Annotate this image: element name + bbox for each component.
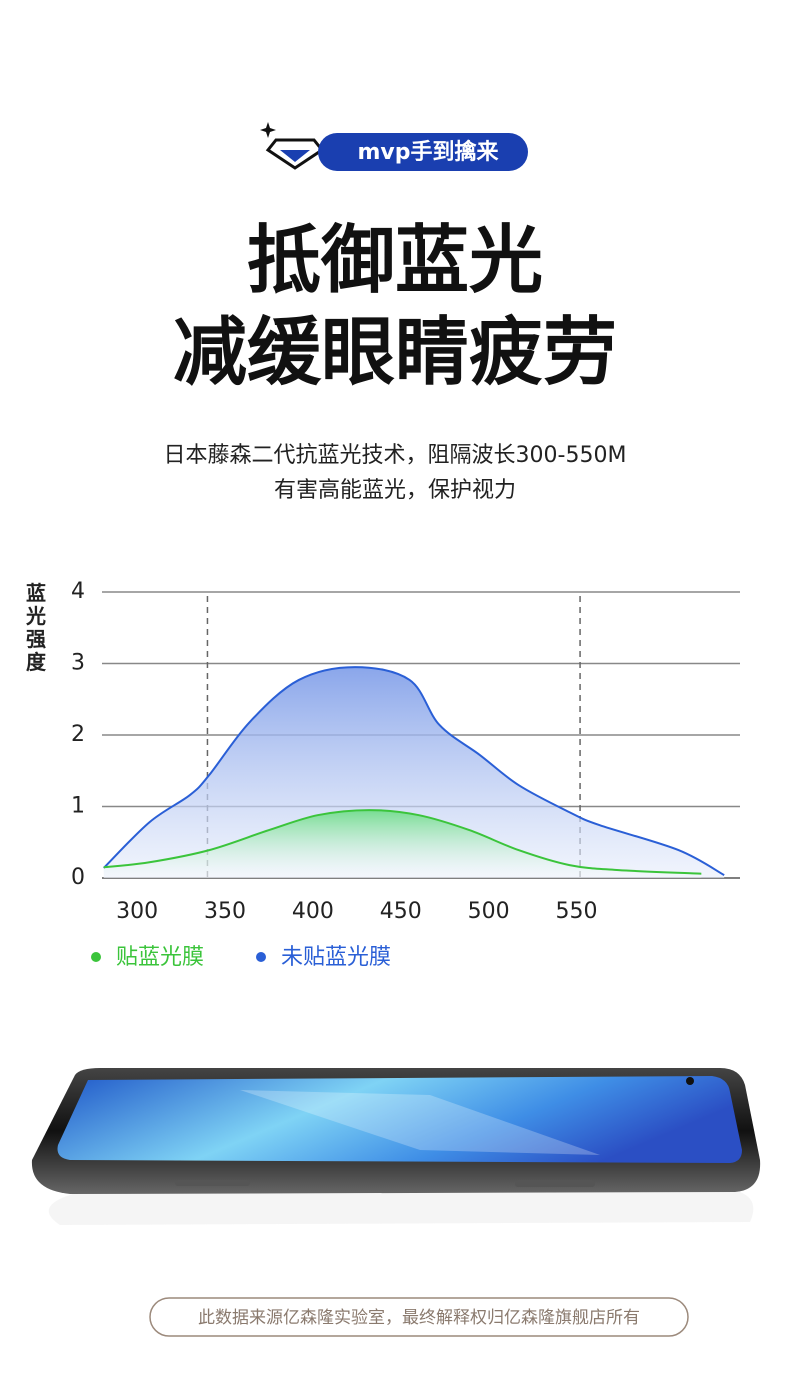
sparkle <box>260 122 276 138</box>
phone-screen <box>57 1076 742 1163</box>
headline: 抵御蓝光 <box>247 218 543 304</box>
x-tick-label: 400 <box>292 899 334 924</box>
badge-pill <box>318 133 528 171</box>
subtitle: 日本藤森二代抗蓝光技术，阻隔波长300-550M <box>164 443 627 468</box>
badge-text: mvp手到擒来 <box>357 139 499 165</box>
y-tick-label: 2 <box>71 722 85 747</box>
button <box>175 1180 250 1186</box>
y-tick-label: 1 <box>71 794 85 819</box>
area <box>103 667 725 878</box>
subtitle: 有害高能蓝光，保护视力 <box>274 478 516 503</box>
x-tick-label: 350 <box>204 899 246 924</box>
badge: mvp手到擒来 <box>260 122 528 171</box>
phone <box>31 1068 761 1225</box>
x-tick-label: 300 <box>116 899 158 924</box>
x-tick-label: 450 <box>380 899 422 924</box>
y-tick-label: 0 <box>71 865 85 890</box>
footer-text: 此数据来源亿森隆实验室，最终解释权归亿森隆旗舰店所有 <box>198 1308 640 1328</box>
reflection <box>48 1192 754 1225</box>
legend-dot <box>256 952 266 962</box>
headline: 减缓眼睛疲劳 <box>173 310 617 396</box>
y-tick-label: 4 <box>71 579 85 604</box>
x-tick-label: 500 <box>468 899 510 924</box>
diamond-facet <box>280 150 310 162</box>
legend-label: 贴蓝光膜 <box>116 945 204 970</box>
y-axis-label: 蓝光强度 <box>25 581 47 674</box>
camera <box>686 1077 694 1085</box>
footer-pill <box>149 1297 689 1337</box>
line <box>103 666 725 877</box>
legend-dot <box>91 952 101 962</box>
button <box>515 1180 595 1187</box>
legend-label: 未贴蓝光膜 <box>281 945 391 970</box>
line <box>103 809 702 875</box>
screen-glare <box>240 1090 600 1155</box>
x-tick-label: 550 <box>556 899 598 924</box>
y-tick-label: 3 <box>71 651 85 676</box>
